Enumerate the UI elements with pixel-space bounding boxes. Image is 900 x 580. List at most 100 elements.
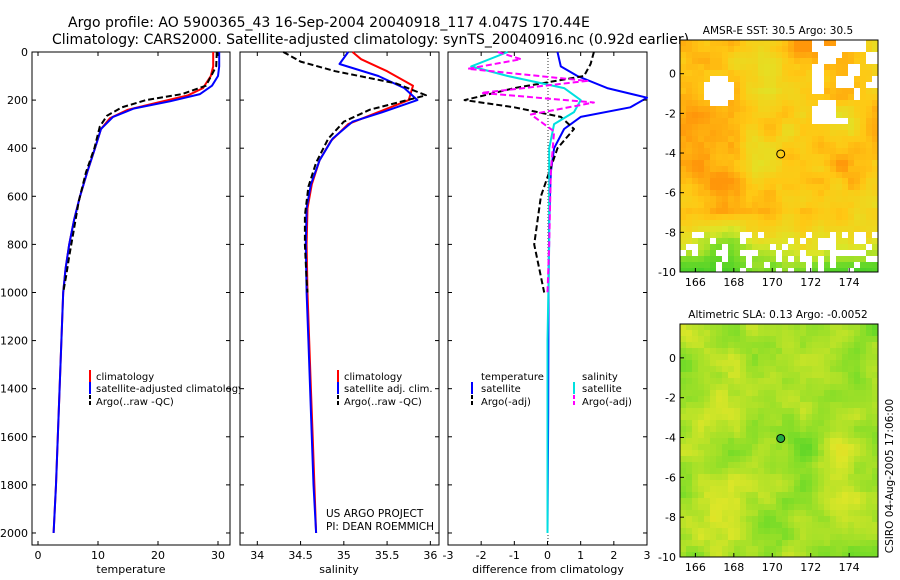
- map-cell: [746, 372, 752, 378]
- map-cell: [848, 348, 854, 354]
- map-cell: [860, 324, 866, 330]
- map-cell: [782, 504, 788, 510]
- map-cell: [680, 486, 686, 492]
- map-cell: [716, 238, 722, 244]
- map-cell: [818, 354, 824, 360]
- map-cell: [830, 142, 836, 148]
- map-cell: [854, 238, 860, 244]
- map-cell: [764, 106, 770, 112]
- map-cell: [710, 450, 716, 456]
- map-cell: [722, 184, 728, 190]
- map-cell: [746, 522, 752, 528]
- map-cell: [854, 250, 860, 256]
- map-cell: [716, 142, 722, 148]
- map-cell: [686, 438, 692, 444]
- map-cell: [794, 384, 800, 390]
- map-cell: [722, 238, 728, 244]
- map-cell: [734, 366, 740, 372]
- map-cell: [680, 88, 686, 94]
- map-cell: [794, 474, 800, 480]
- map-cell: [716, 474, 722, 480]
- map-cell: [758, 546, 764, 552]
- map-cell: [686, 516, 692, 522]
- map-cell: [848, 40, 854, 46]
- map-cell: [722, 256, 728, 262]
- map-cell: [752, 480, 758, 486]
- map-cell: [722, 58, 728, 64]
- map-cell: [782, 226, 788, 232]
- map-cell: [758, 160, 764, 166]
- map-cell: [860, 330, 866, 336]
- map-cell: [800, 250, 806, 256]
- legend-heading-temperature: temperature: [481, 372, 544, 383]
- map-cell: [848, 492, 854, 498]
- map-cell: [836, 64, 842, 70]
- map-cell: [806, 498, 812, 504]
- map-cell: [698, 474, 704, 480]
- map-cell: [776, 354, 782, 360]
- map-cell: [686, 498, 692, 504]
- map-cell: [686, 330, 692, 336]
- map-cell: [698, 130, 704, 136]
- map-cell: [788, 148, 794, 154]
- map-cell: [692, 76, 698, 82]
- map-cell: [764, 378, 770, 384]
- map-cell: [698, 244, 704, 250]
- map-cell: [752, 516, 758, 522]
- map-cell: [842, 76, 848, 82]
- map-cell: [752, 468, 758, 474]
- map-cell: [680, 220, 686, 226]
- map-cell: [722, 112, 728, 118]
- map-cell: [704, 196, 710, 202]
- y-tick-label: 400: [7, 142, 28, 155]
- map-cell: [710, 432, 716, 438]
- map-cell: [764, 76, 770, 82]
- map-cell: [872, 220, 878, 226]
- map-cell: [830, 256, 836, 262]
- map-cell: [794, 166, 800, 172]
- map-cell: [746, 336, 752, 342]
- map-cell: [764, 238, 770, 244]
- map-cell: [848, 486, 854, 492]
- map-cell: [680, 82, 686, 88]
- map-cell: [800, 148, 806, 154]
- map-cell: [746, 250, 752, 256]
- map-cell: [854, 40, 860, 46]
- map-cell: [770, 474, 776, 480]
- map-cell: [800, 154, 806, 160]
- map-cell: [818, 130, 824, 136]
- map-cell: [716, 154, 722, 160]
- map-cell: [848, 534, 854, 540]
- map-cell: [692, 426, 698, 432]
- map-cell: [770, 402, 776, 408]
- map-cell: [686, 510, 692, 516]
- map-cell: [824, 444, 830, 450]
- map-cell: [830, 106, 836, 112]
- map-cell: [734, 450, 740, 456]
- map-cell: [680, 528, 686, 534]
- map-cell: [764, 366, 770, 372]
- map-cell: [758, 256, 764, 262]
- map-cell: [686, 504, 692, 510]
- map-cell: [800, 88, 806, 94]
- map-cell: [710, 402, 716, 408]
- map-cell: [698, 504, 704, 510]
- map-cell: [854, 510, 860, 516]
- map-cell: [770, 124, 776, 130]
- map-cell: [776, 166, 782, 172]
- map-cell: [806, 336, 812, 342]
- map-cell: [698, 354, 704, 360]
- map-cell: [854, 256, 860, 262]
- map-cell: [824, 486, 830, 492]
- map-cell: [716, 408, 722, 414]
- map-cell: [758, 408, 764, 414]
- map-cell: [800, 196, 806, 202]
- map-cell: [782, 58, 788, 64]
- map-cell: [740, 214, 746, 220]
- map-cell: [752, 262, 758, 268]
- map-cell: [758, 372, 764, 378]
- temperature-panel: 0 10 20 30020040060080010001200140016001800…: [0, 46, 244, 576]
- map-cell: [818, 330, 824, 336]
- map-cell: [848, 540, 854, 546]
- map-cell: [800, 426, 806, 432]
